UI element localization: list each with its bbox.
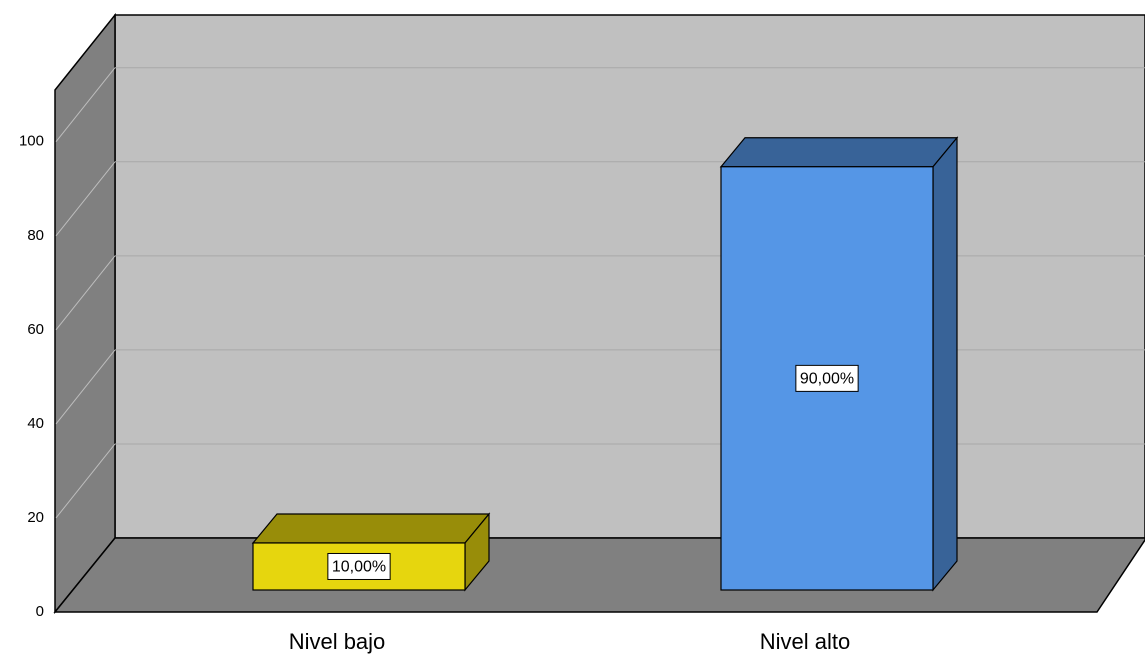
bar (720, 166, 934, 591)
y-tick-label: 80 (27, 227, 44, 244)
y-tick-label: 40 (27, 415, 44, 432)
grid-line (55, 67, 116, 143)
bar-top (251, 513, 491, 544)
grid-line (55, 161, 116, 237)
value-label-box (795, 364, 859, 392)
bar-side (932, 136, 958, 592)
value-label: 10,00% (332, 559, 386, 576)
y-tick-label: 0 (36, 603, 44, 620)
left-wall (54, 12, 116, 615)
grid-line (55, 443, 116, 519)
y-tick-label: 100 (19, 133, 44, 150)
bar-top (719, 137, 959, 168)
back-wall (114, 14, 1145, 539)
floor (53, 537, 1145, 613)
grid-line (55, 349, 116, 425)
y-tick-label: 20 (27, 509, 44, 526)
y-tick-label: 60 (27, 321, 44, 338)
grid-line (55, 255, 116, 331)
x-tick-label: Nivel alto (760, 629, 850, 654)
x-tick-label: Nivel bajo (289, 629, 386, 654)
value-label-box (327, 552, 391, 580)
value-label: 90,00% (800, 371, 854, 388)
